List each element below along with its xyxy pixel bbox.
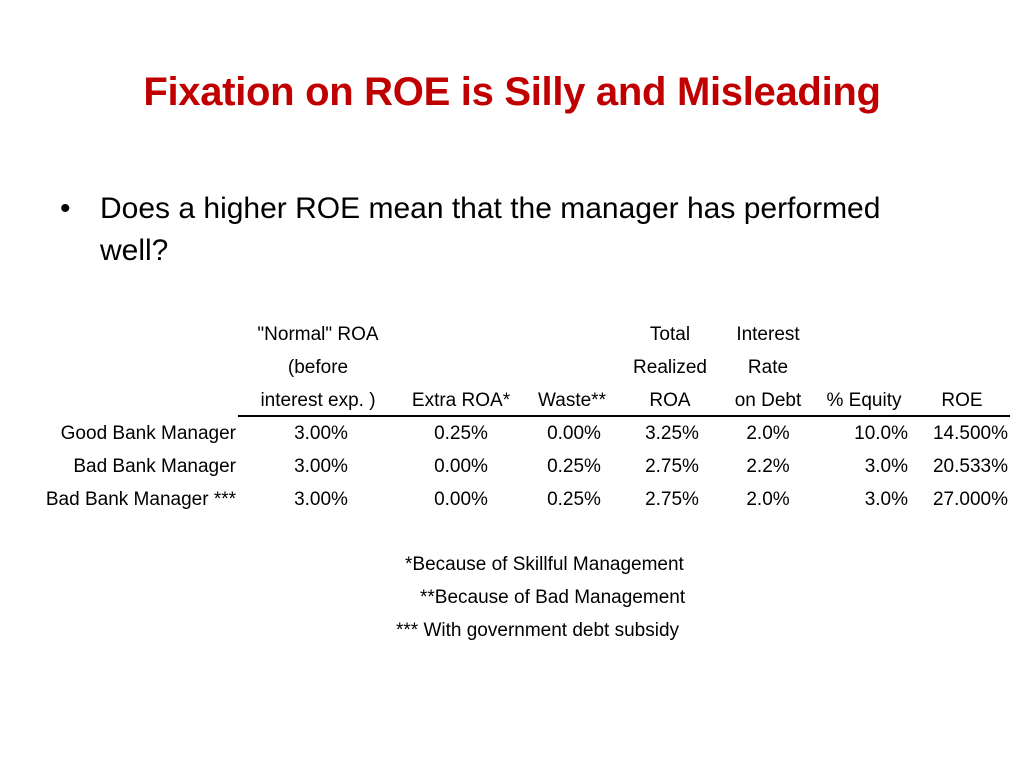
- row-label: Good Bank Manager: [60, 423, 236, 444]
- table-cell: 0.00%: [434, 456, 488, 477]
- header-cell: ROA: [649, 390, 691, 411]
- footnote: *** With government debt subsidy: [396, 620, 680, 641]
- table-cell: 3.0%: [864, 489, 908, 510]
- table-cell: 20.533%: [932, 456, 1008, 477]
- header-underline: [238, 415, 1010, 417]
- header-cell: (before: [287, 357, 349, 378]
- header-cell: Total: [649, 324, 691, 345]
- table-cell: 3.0%: [864, 456, 908, 477]
- header-cell: Interest: [736, 324, 800, 345]
- table-cell: 0.25%: [547, 489, 601, 510]
- table-cell: 10.0%: [854, 423, 908, 444]
- row-label: Bad Bank Manager: [73, 456, 236, 477]
- header-cell: Realized: [633, 357, 707, 378]
- table-cell: 3.00%: [294, 423, 348, 444]
- table-cell: 14.500%: [932, 423, 1008, 444]
- table-cell: 2.2%: [746, 456, 790, 477]
- table-cell: 2.0%: [746, 489, 790, 510]
- header-cell: Rate: [747, 357, 789, 378]
- footnote: **Because of Bad Management: [420, 587, 686, 608]
- slide-title: Fixation on ROE is Silly and Misleading: [143, 70, 881, 114]
- table-cell: 0.25%: [547, 456, 601, 477]
- header-cell: interest exp. ): [260, 390, 376, 411]
- table-cell: 3.00%: [294, 456, 348, 477]
- header-cell: Waste**: [538, 390, 606, 411]
- footnote: *Because of Skillful Management: [405, 554, 684, 575]
- header-cell: Extra ROA*: [411, 390, 511, 411]
- header-cell: on Debt: [734, 390, 802, 411]
- table-cell: 3.25%: [645, 423, 699, 444]
- row-label: Bad Bank Manager ***: [45, 489, 236, 510]
- table-cell: 0.00%: [434, 489, 488, 510]
- table-cell: 2.75%: [645, 456, 699, 477]
- bullet-text: Does a higher ROE mean that the manager …: [100, 192, 881, 267]
- table-cell: 0.00%: [547, 423, 601, 444]
- table-cell: 2.75%: [645, 489, 699, 510]
- table-cell: 2.0%: [746, 423, 790, 444]
- bullet-icon: •: [60, 192, 71, 225]
- bullet-point: • Does a higher ROE mean that the manage…: [60, 188, 940, 272]
- table-cell: 27.000%: [932, 489, 1008, 510]
- header-cell: % Equity: [826, 390, 902, 411]
- table-cell: 3.00%: [294, 489, 348, 510]
- header-cell: ROE: [941, 390, 983, 411]
- table-cell: 0.25%: [434, 423, 488, 444]
- header-cell: "Normal" ROA: [257, 324, 379, 345]
- roe-table: "Normal" ROA (before interest exp. ) Ext…: [0, 318, 1024, 518]
